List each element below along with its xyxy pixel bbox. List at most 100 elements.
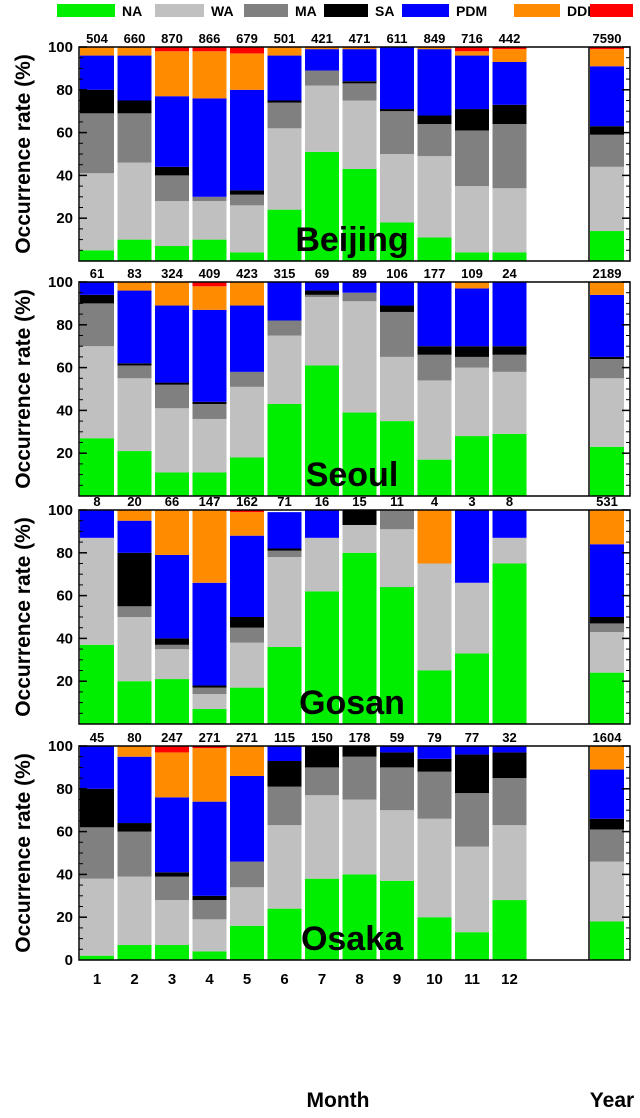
- count-label-osaka-6: 115: [274, 730, 295, 745]
- bar-osaka-7-wa: [305, 795, 339, 879]
- x-tick-label-1: 1: [93, 971, 101, 988]
- bar-beijing-year-pd: [590, 47, 624, 50]
- bar-gosan-6-sa: [267, 548, 302, 551]
- x-tick-label-7: 7: [318, 971, 326, 988]
- y-axis-label: Occurrence rate (%): [12, 517, 35, 717]
- bar-gosan-7-wa: [305, 537, 339, 592]
- bar-gosan-12-na: [492, 563, 527, 724]
- bar-seoul-5-na: [230, 457, 264, 496]
- bar-beijing-10-sa: [417, 115, 452, 125]
- bar-seoul-9-pdm: [380, 282, 414, 306]
- bar-gosan-6-pdm: [267, 512, 302, 549]
- bar-beijing-1-wa: [80, 173, 114, 251]
- bar-seoul-4-ddm: [192, 286, 227, 310]
- bar-gosan-8-na: [342, 552, 377, 724]
- bar-gosan-8-wa: [342, 524, 377, 553]
- bar-seoul-12-na: [492, 433, 527, 496]
- bar-seoul-1-pdm: [80, 282, 114, 295]
- bar-osaka-4-pdm: [192, 801, 227, 896]
- y-tick-label: 20: [56, 909, 73, 926]
- bar-seoul-12-pdm: [492, 282, 527, 347]
- bar-osaka-4-ma: [192, 900, 227, 920]
- bar-gosan-11-wa: [455, 582, 489, 654]
- y-axis-label: Occurrence rate (%): [12, 54, 35, 254]
- bar-osaka-year-na: [590, 921, 624, 960]
- bar-gosan-4-na: [192, 709, 227, 724]
- bar-beijing-year-pdm: [590, 66, 624, 127]
- bar-beijing-2-ddm: [117, 47, 152, 56]
- bar-osaka-12-sa: [492, 752, 527, 779]
- bar-gosan-4-ddm: [192, 510, 227, 583]
- bar-beijing-9-pdm: [380, 47, 414, 110]
- bar-beijing-7-ddm: [305, 47, 339, 50]
- bar-osaka-4-ddm: [192, 748, 227, 802]
- city-label-seoul: Seoul: [306, 456, 399, 494]
- count-label-gosan-8: 15: [352, 494, 366, 509]
- bar-gosan-6-ma: [267, 550, 302, 558]
- count-label-gosan-2: 20: [127, 494, 141, 509]
- y-tick-label: 40: [56, 866, 73, 883]
- panel-gosan: 8 20 66 147 162 71 16 15 11 4 3 8 531 20 40 60 80 100 Gosa…: [12, 494, 631, 725]
- bar-gosan-5-wa: [230, 642, 264, 688]
- bar-seoul-2-pdm: [117, 290, 152, 364]
- count-label-beijing-12: 442: [499, 31, 521, 46]
- count-label-gosan-5: 162: [236, 494, 258, 509]
- bar-beijing-10-na: [417, 237, 452, 261]
- bar-seoul-12-sa: [492, 346, 527, 355]
- bar-seoul-9-ma: [380, 311, 414, 357]
- count-label-beijing-1: 504: [86, 31, 108, 46]
- bar-beijing-10-ma: [417, 124, 452, 157]
- bar-osaka-6-sa: [267, 760, 302, 787]
- bar-gosan-2-pdm: [117, 520, 152, 553]
- bar-beijing-4-ma: [192, 196, 227, 202]
- bar-seoul-12-wa: [492, 371, 527, 434]
- bar-osaka-12-na: [492, 900, 527, 960]
- bar-seoul-2-wa: [117, 378, 152, 452]
- x-tick-label-3: 3: [168, 971, 176, 988]
- bar-gosan-year-sa: [590, 617, 624, 624]
- y-tick-label: 40: [56, 167, 73, 184]
- bar-osaka-7-na: [305, 878, 339, 960]
- count-label-gosan-year: 531: [596, 494, 618, 509]
- count-label-beijing-9: 611: [387, 31, 408, 46]
- count-label-gosan-9: 11: [390, 494, 404, 509]
- bar-osaka-4-na: [192, 951, 227, 960]
- bar-seoul-5-pdm: [230, 305, 264, 372]
- bar-osaka-9-ma: [380, 767, 414, 811]
- bar-osaka-8-na: [342, 874, 377, 960]
- bar-osaka-11-na: [455, 932, 489, 960]
- bar-seoul-6-ma: [267, 320, 302, 336]
- bar-beijing-11-pd: [455, 47, 489, 52]
- bar-gosan-4-wa: [192, 694, 227, 710]
- legend-swatch-ddm: [514, 4, 560, 17]
- bar-osaka-11-wa: [455, 846, 489, 933]
- legend-swatch-sa: [324, 4, 368, 17]
- bar-beijing-3-ma: [155, 175, 189, 202]
- bar-seoul-2-ddm: [117, 282, 152, 291]
- bar-osaka-3-pd: [155, 746, 189, 753]
- count-label-osaka-8: 178: [349, 730, 371, 745]
- bar-osaka-5-ddm: [230, 746, 264, 776]
- bar-gosan-1-na: [80, 644, 114, 724]
- bar-gosan-5-pd: [230, 510, 264, 513]
- bar-beijing-6-wa: [267, 128, 302, 210]
- bar-beijing-12-pdm: [492, 61, 527, 105]
- x-tick-label-10: 10: [426, 971, 443, 988]
- bar-beijing-8-wa: [342, 100, 377, 169]
- count-label-gosan-12: 8: [506, 494, 513, 509]
- y-tick-label: 60: [56, 125, 73, 142]
- bar-seoul-12-ma: [492, 354, 527, 372]
- bar-osaka-1-na: [80, 955, 114, 960]
- bar-osaka-7-sa: [305, 746, 339, 768]
- x-tick-label-9: 9: [393, 971, 401, 988]
- y-tick-label: 80: [56, 781, 73, 798]
- bar-osaka-9-sa: [380, 752, 414, 768]
- bar-osaka-1-sa: [80, 788, 114, 828]
- bar-beijing-12-na: [492, 252, 527, 261]
- bar-seoul-year-ma: [590, 359, 624, 379]
- y-tick-label: 60: [56, 360, 73, 377]
- bar-beijing-6-sa: [267, 100, 302, 103]
- bar-gosan-11-pdm: [455, 510, 489, 583]
- bar-gosan-3-wa: [155, 649, 189, 680]
- bar-seoul-8-pdm: [342, 282, 377, 293]
